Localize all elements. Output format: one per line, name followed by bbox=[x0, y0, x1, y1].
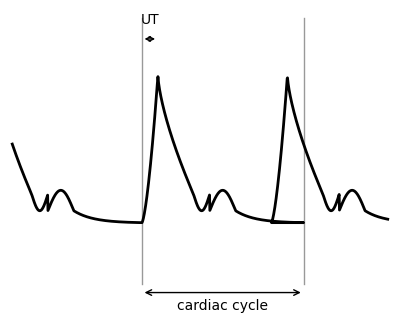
Text: UT: UT bbox=[140, 13, 159, 27]
Text: cardiac cycle: cardiac cycle bbox=[177, 299, 268, 313]
